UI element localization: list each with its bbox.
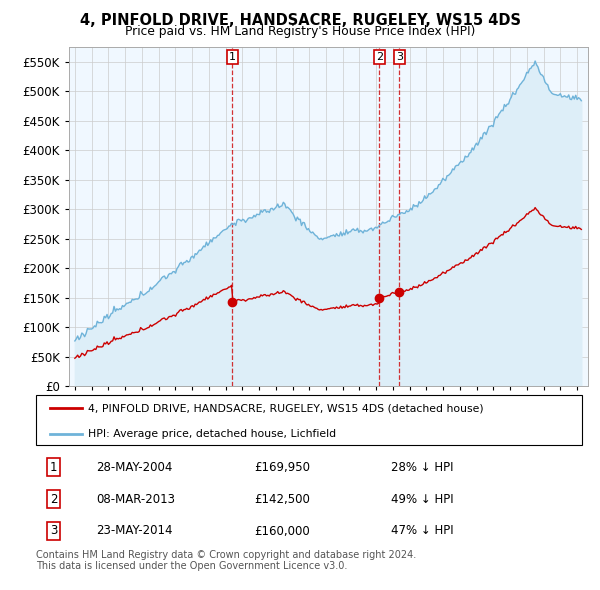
Text: 3: 3 (50, 525, 57, 537)
Text: 47% ↓ HPI: 47% ↓ HPI (391, 525, 454, 537)
Text: 1: 1 (50, 461, 57, 474)
Text: Contains HM Land Registry data © Crown copyright and database right 2024.
This d: Contains HM Land Registry data © Crown c… (36, 550, 416, 572)
Text: £142,500: £142,500 (254, 493, 310, 506)
Text: £169,950: £169,950 (254, 461, 310, 474)
Text: 4, PINFOLD DRIVE, HANDSACRE, RUGELEY, WS15 4DS: 4, PINFOLD DRIVE, HANDSACRE, RUGELEY, WS… (79, 13, 521, 28)
Text: HPI: Average price, detached house, Lichfield: HPI: Average price, detached house, Lich… (88, 430, 336, 440)
Text: 3: 3 (396, 53, 403, 63)
Text: Price paid vs. HM Land Registry's House Price Index (HPI): Price paid vs. HM Land Registry's House … (125, 25, 475, 38)
Text: 1: 1 (229, 53, 236, 63)
Text: 2: 2 (376, 53, 383, 63)
Text: 2: 2 (50, 493, 57, 506)
Text: 49% ↓ HPI: 49% ↓ HPI (391, 493, 454, 506)
Text: 23-MAY-2014: 23-MAY-2014 (96, 525, 173, 537)
Text: £160,000: £160,000 (254, 525, 310, 537)
Text: 28-MAY-2004: 28-MAY-2004 (96, 461, 172, 474)
Text: 4, PINFOLD DRIVE, HANDSACRE, RUGELEY, WS15 4DS (detached house): 4, PINFOLD DRIVE, HANDSACRE, RUGELEY, WS… (88, 404, 484, 414)
Text: 08-MAR-2013: 08-MAR-2013 (96, 493, 175, 506)
Text: 28% ↓ HPI: 28% ↓ HPI (391, 461, 454, 474)
